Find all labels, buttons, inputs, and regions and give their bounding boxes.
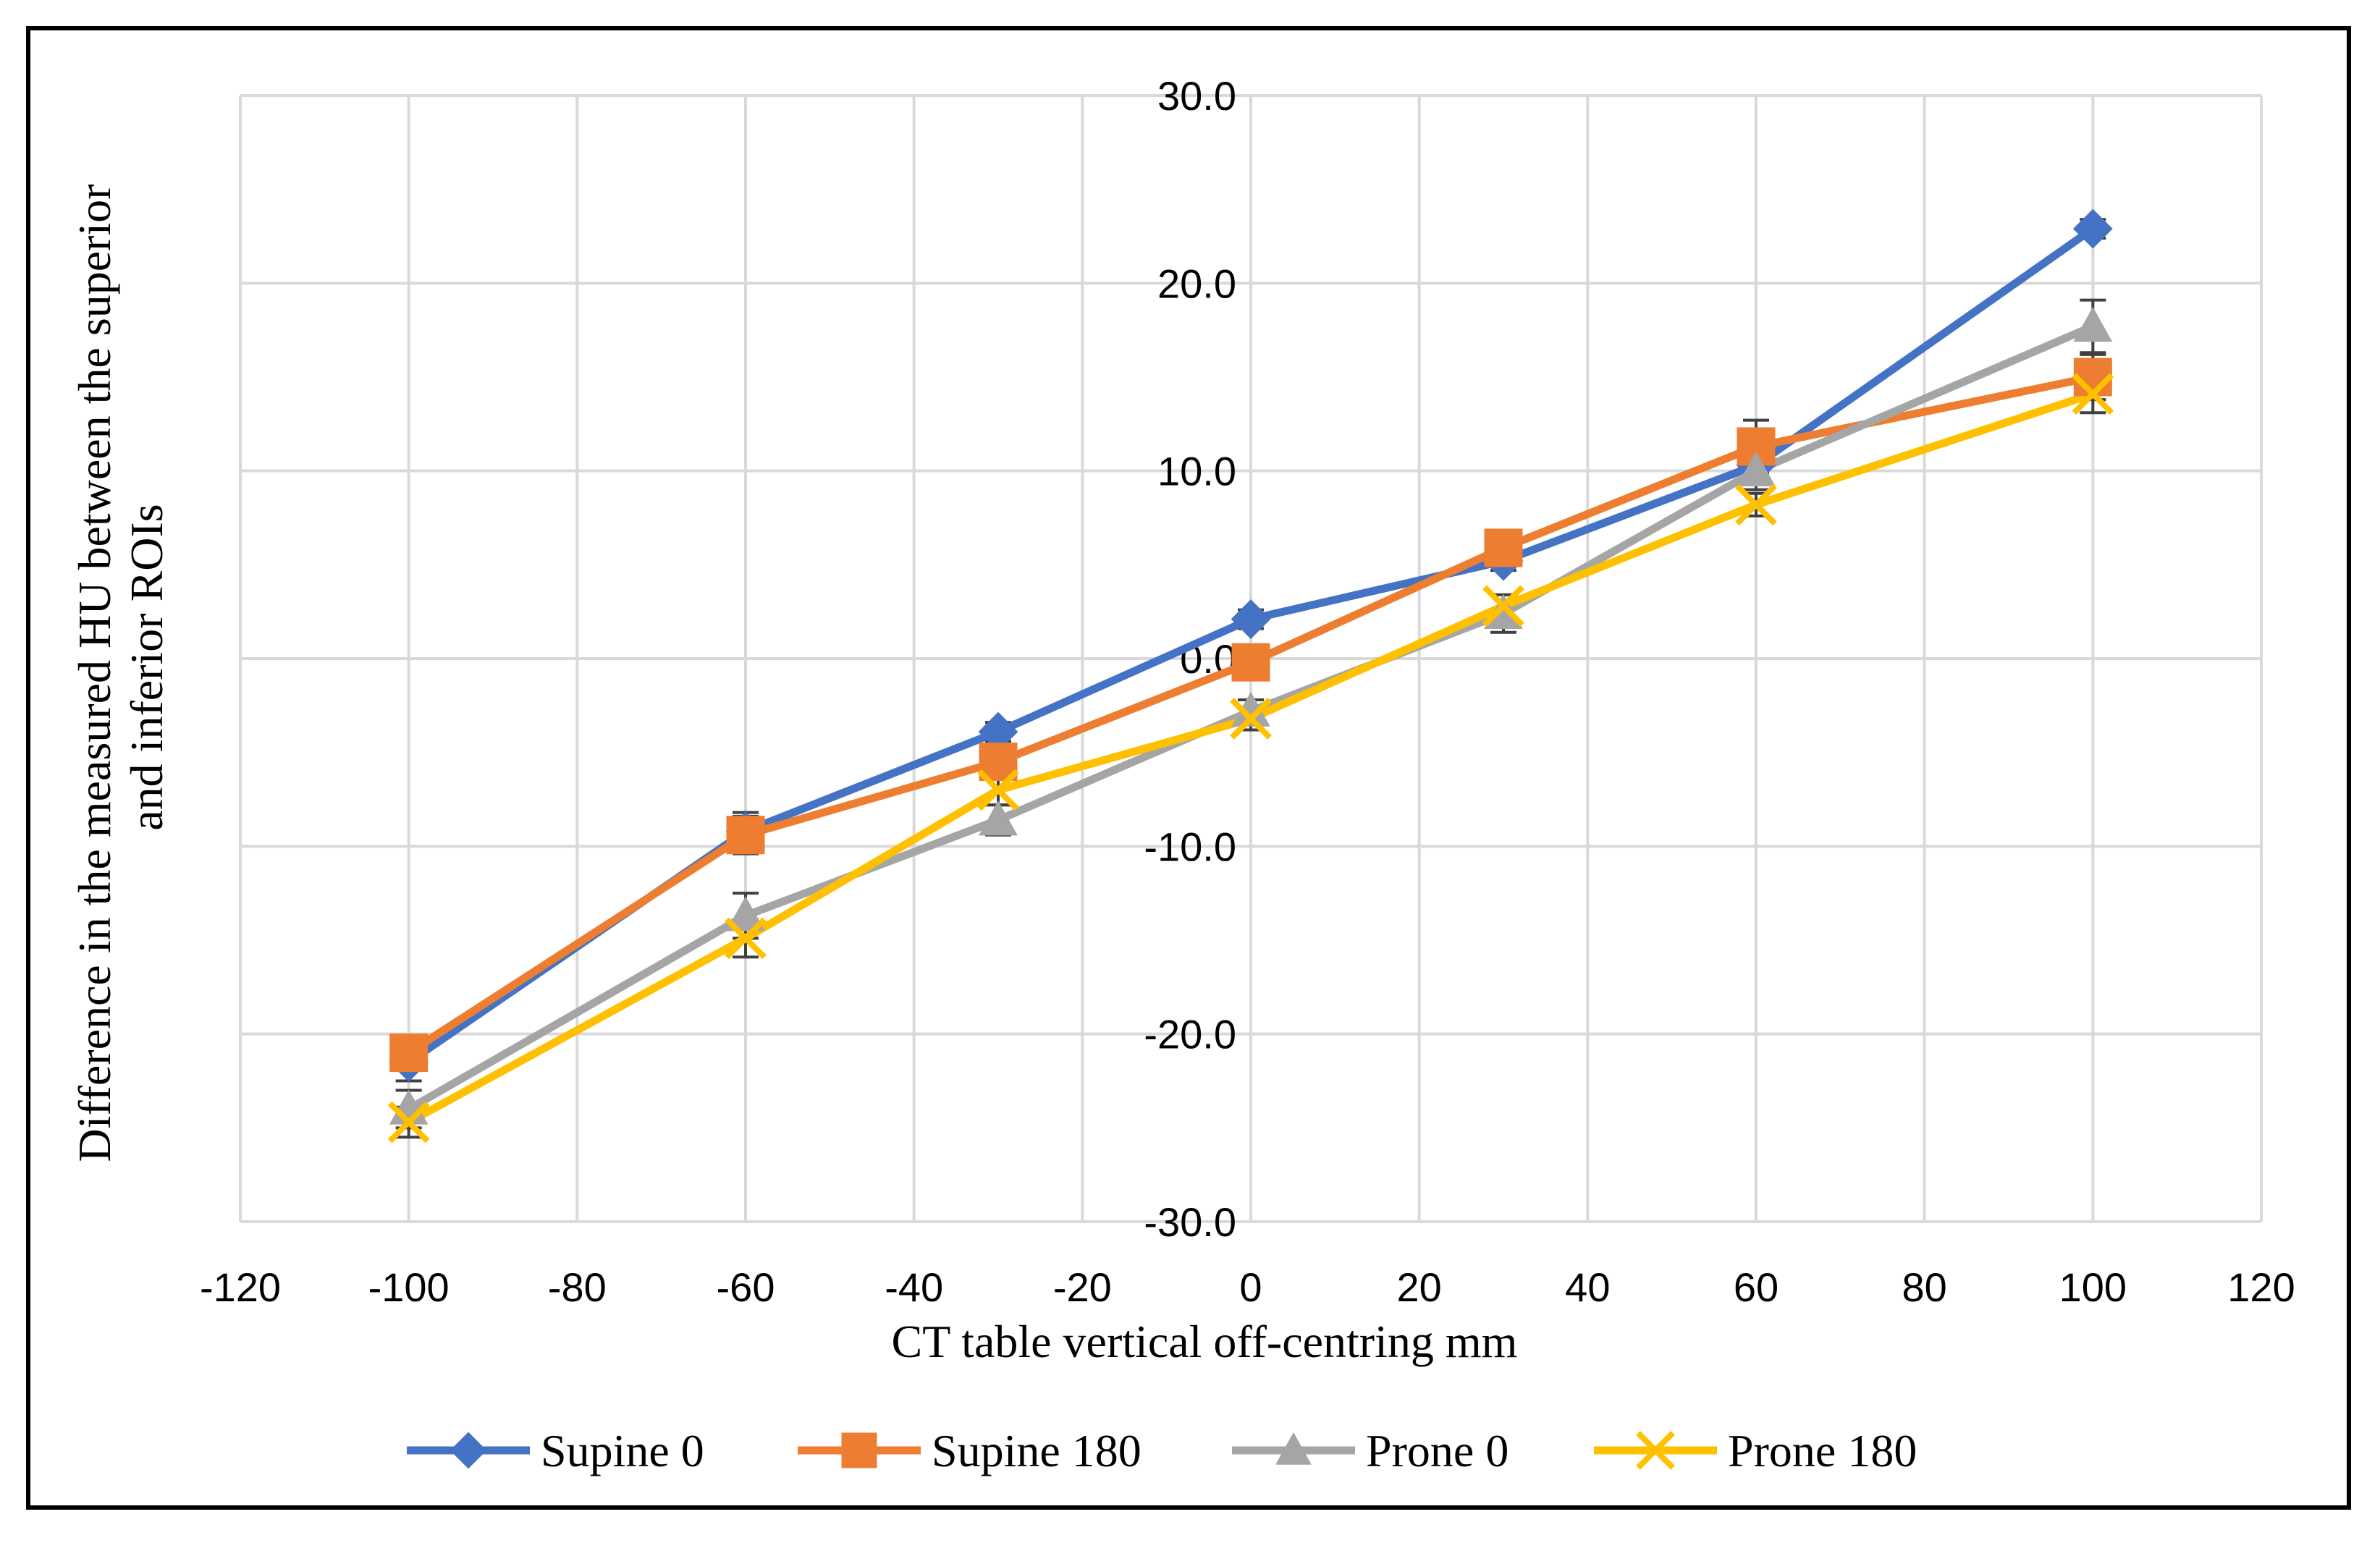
legend-marker-supine-180 — [841, 1432, 877, 1468]
y-tick-label: -10.0 — [1144, 824, 1236, 869]
point-prone-0 — [1737, 451, 1776, 486]
y-tick-labels: 30.020.010.00.0-10.0-20.0-30.0 — [1144, 73, 1236, 1245]
x-tick-label: 100 — [2059, 1264, 2127, 1310]
point-prone-0 — [979, 800, 1018, 836]
line-chart: 30.020.010.00.0-10.0-20.0-30.0 -120 -100-… — [69, 73, 2295, 1476]
point-prone-180 — [2072, 373, 2114, 415]
x-tick-label: 0 — [1239, 1264, 1262, 1310]
point-prone-0 — [726, 896, 765, 931]
point-supine-0 — [2072, 208, 2113, 249]
x-tick-label: -60 — [717, 1264, 775, 1310]
x-marker-stroke — [977, 769, 1019, 811]
x-marker-stroke — [725, 917, 767, 960]
chart-frame: 30.0 20.0 10.0 0.0 -10.0 -20.0 -30.0 -120 -100-… — [26, 26, 2351, 1510]
x-tick-label: 120 — [2227, 1264, 2295, 1310]
legend-label-prone-0: Prone 0 — [1366, 1425, 1508, 1476]
x-marker-stroke — [1230, 698, 1272, 740]
point-prone-180 — [1482, 585, 1524, 627]
x-tick-label: 60 — [1734, 1264, 1778, 1310]
y-tick-label: -20.0 — [1144, 1012, 1236, 1057]
legend-marker-prone-0 — [1275, 1432, 1312, 1465]
point-supine-180 — [726, 816, 765, 855]
point-prone-180 — [725, 917, 767, 960]
x-marker-stroke — [1735, 483, 1777, 526]
x-tick-label: -120 — [200, 1264, 281, 1310]
point-prone-180 — [387, 1101, 430, 1143]
y-tick-label: 10.0 — [1157, 449, 1236, 494]
x-marker-stroke — [1636, 1431, 1675, 1470]
point-supine-0 — [1231, 599, 1271, 639]
y-axis-title: Difference in the measured HU between th… — [69, 172, 172, 1162]
x-tick-label: -100 — [368, 1264, 450, 1310]
x-tick-label: -20 — [1053, 1264, 1112, 1310]
point-prone-180 — [1735, 483, 1777, 526]
point-supine-180 — [1231, 643, 1270, 682]
legend-label-prone-180: Prone 180 — [1728, 1425, 1917, 1476]
point-supine-180 — [389, 1033, 429, 1073]
x-marker-stroke — [2072, 373, 2114, 415]
point-prone-180 — [1230, 698, 1272, 740]
x-tick-label: -40 — [885, 1264, 943, 1310]
x-marker-stroke — [387, 1101, 430, 1143]
legend-item-prone-180: Prone 180 — [1594, 1425, 1917, 1476]
x-tick-label: 20 — [1397, 1264, 1442, 1310]
legend-item-supine-180: Supine 180 — [798, 1425, 1142, 1476]
y-axis-title-line-2: and inferior ROIs — [121, 504, 172, 830]
point-supine-180 — [2073, 358, 2112, 397]
x-tick-label: 80 — [1902, 1264, 1947, 1310]
x-marker-stroke — [1482, 585, 1524, 627]
point-supine-180 — [1484, 528, 1523, 567]
point-prone-0 — [2073, 306, 2113, 342]
y-axis-title-line-1: Difference in the measured HU between th… — [69, 184, 120, 1162]
y-tick-label: -30.0 — [1144, 1199, 1236, 1245]
legend-label-supine-180: Supine 180 — [932, 1425, 1142, 1476]
x-tick-label: -80 — [548, 1264, 607, 1310]
y-tick-label: 30.0 — [1157, 73, 1236, 119]
point-prone-180 — [977, 769, 1019, 811]
series-markers — [387, 208, 2114, 1143]
legend-item-supine-0: Supine 0 — [407, 1425, 704, 1476]
x-tick-labels: -120 -100 -80 -60 -40 -20 0 20 40 60 80 100 120 — [200, 1264, 2295, 1310]
x-tick-label: 40 — [1565, 1264, 1610, 1310]
x-axis-title: CT table vertical off-centring mm — [892, 1316, 1518, 1367]
legend: Supine 0 Supine 180 Prone 0 Prone 180 — [407, 1425, 1917, 1476]
legend-item-prone-0: Prone 0 — [1232, 1425, 1508, 1476]
legend-marker-prone-180 — [1636, 1431, 1675, 1470]
legend-label-supine-0: Supine 0 — [541, 1425, 704, 1476]
legend-marker-supine-0 — [450, 1432, 487, 1469]
y-tick-label: 20.0 — [1157, 261, 1236, 306]
